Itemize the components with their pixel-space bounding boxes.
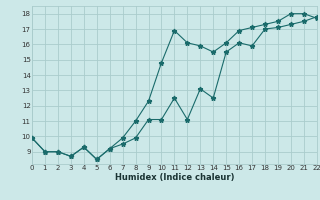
X-axis label: Humidex (Indice chaleur): Humidex (Indice chaleur): [115, 173, 234, 182]
